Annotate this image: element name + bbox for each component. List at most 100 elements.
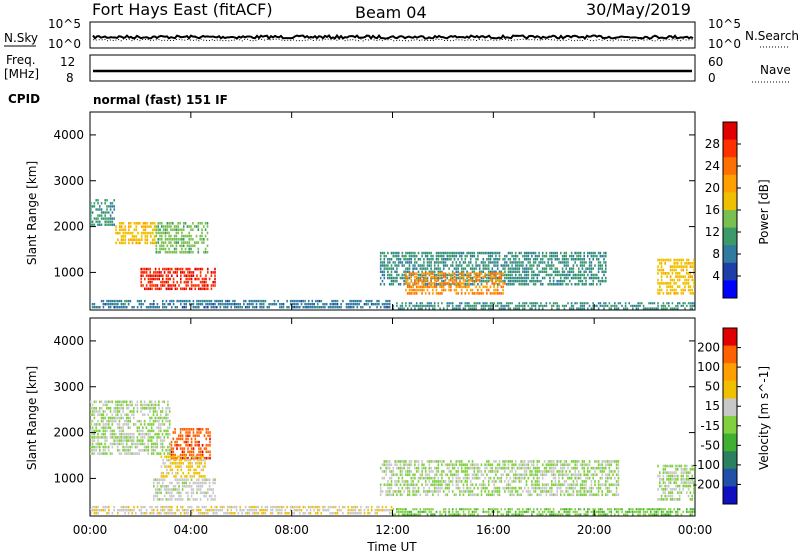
data-cell <box>666 289 668 292</box>
data-cell <box>192 222 194 225</box>
data-cell <box>409 470 411 473</box>
data-cell <box>121 506 123 508</box>
data-cell <box>139 303 141 305</box>
data-cell <box>137 420 139 423</box>
data-cell <box>438 470 440 473</box>
data-cell <box>198 506 200 508</box>
data-cell <box>594 467 596 470</box>
colorbar-segment <box>723 245 737 263</box>
data-cell <box>551 460 553 463</box>
data-cell <box>191 441 193 444</box>
data-cell <box>128 407 130 410</box>
data-cell <box>569 493 571 496</box>
data-cell <box>121 238 123 241</box>
data-cell <box>110 202 112 204</box>
data-cell <box>438 480 440 483</box>
data-cell <box>672 289 674 292</box>
data-cell <box>177 225 179 228</box>
data-cell <box>166 488 168 491</box>
data-cell <box>387 509 389 511</box>
data-cell <box>115 433 117 436</box>
nsky-tick-bottom: 10^0 <box>48 37 81 51</box>
data-cell <box>128 303 130 305</box>
data-cell <box>99 205 101 207</box>
data-cell <box>603 307 605 309</box>
data-cell <box>123 238 125 241</box>
data-cell <box>384 463 386 466</box>
data-cell <box>306 509 308 511</box>
data-cell <box>175 472 177 475</box>
data-cell <box>204 434 206 437</box>
data-cell <box>187 495 189 498</box>
data-cell <box>128 404 130 407</box>
data-cell <box>276 506 278 508</box>
data-cell <box>348 303 350 305</box>
data-cell <box>115 410 117 413</box>
data-cell <box>132 242 134 245</box>
data-cell <box>172 251 174 254</box>
data-cell <box>486 280 488 283</box>
data-cell <box>173 438 175 441</box>
data-cell <box>515 280 517 283</box>
data-cell <box>119 410 121 413</box>
data-cell <box>142 303 144 305</box>
data-cell <box>130 238 132 241</box>
data-cell <box>522 261 524 264</box>
data-cell <box>144 436 146 439</box>
data-cell <box>169 506 171 508</box>
data-cell <box>122 407 124 410</box>
data-cell <box>465 480 467 483</box>
data-cell <box>202 300 204 302</box>
data-cell <box>416 292 418 295</box>
data-cell <box>394 264 396 267</box>
data-cell <box>452 480 454 483</box>
data-cell <box>414 305 416 307</box>
data-cell <box>531 255 533 258</box>
data-cell <box>556 513 558 515</box>
data-cell <box>659 262 661 265</box>
data-cell <box>558 271 560 274</box>
data-cell <box>171 498 173 501</box>
data-cell <box>402 473 404 476</box>
data-cell <box>94 306 96 308</box>
data-cell <box>113 506 115 508</box>
data-cell <box>119 407 121 410</box>
data-cell <box>101 401 103 404</box>
data-cell <box>277 509 279 511</box>
data-cell <box>684 285 686 288</box>
data-cell <box>112 300 114 302</box>
data-cell <box>167 245 169 248</box>
data-cell <box>140 410 142 413</box>
data-cell <box>466 276 468 279</box>
data-cell <box>439 490 441 493</box>
data-cell <box>177 228 179 231</box>
data-cell <box>553 277 555 280</box>
data-cell <box>117 232 119 235</box>
data-cell <box>304 306 306 308</box>
data-cell <box>693 282 695 285</box>
data-cell <box>537 280 539 283</box>
data-cell <box>221 509 223 511</box>
data-cell <box>583 255 585 258</box>
data-cell <box>227 300 229 302</box>
data-cell <box>531 473 533 476</box>
data-cell <box>382 303 384 305</box>
data-cell <box>558 283 560 286</box>
data-cell <box>140 423 142 426</box>
data-cell <box>477 477 479 480</box>
data-cell <box>181 235 183 238</box>
data-cell <box>504 264 506 267</box>
data-cell <box>528 283 530 286</box>
data-cell <box>119 439 121 442</box>
data-cell <box>526 483 528 486</box>
data-cell <box>115 303 117 305</box>
data-cell <box>126 452 128 455</box>
data-cell <box>135 235 137 238</box>
nsearch-tick-top: 10^5 <box>708 17 741 31</box>
data-cell <box>601 470 603 473</box>
data-cell <box>663 292 665 295</box>
data-cell <box>123 222 125 225</box>
data-cell <box>576 477 578 480</box>
data-cell <box>420 477 422 480</box>
